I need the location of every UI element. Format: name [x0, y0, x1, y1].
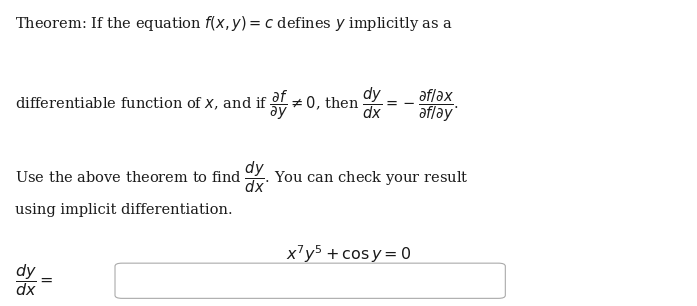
Text: $x^7y^5 + \cos y = 0$: $x^7y^5 + \cos y = 0$: [286, 243, 411, 265]
Text: Theorem: If the equation $f(x, y) = c$ defines $y$ implicitly as a: Theorem: If the equation $f(x, y) = c$ d…: [15, 14, 454, 33]
FancyBboxPatch shape: [115, 263, 505, 298]
Text: $\dfrac{dy}{dx} =$: $\dfrac{dy}{dx} =$: [15, 262, 54, 298]
Text: using implicit differentiation.: using implicit differentiation.: [15, 203, 233, 218]
Text: Use the above theorem to find $\dfrac{dy}{dx}$. You can check your result: Use the above theorem to find $\dfrac{dy…: [15, 159, 469, 195]
Text: differentiable function of $x$, and if $\dfrac{\partial f}{\partial y} \neq 0$, : differentiable function of $x$, and if $…: [15, 86, 459, 124]
